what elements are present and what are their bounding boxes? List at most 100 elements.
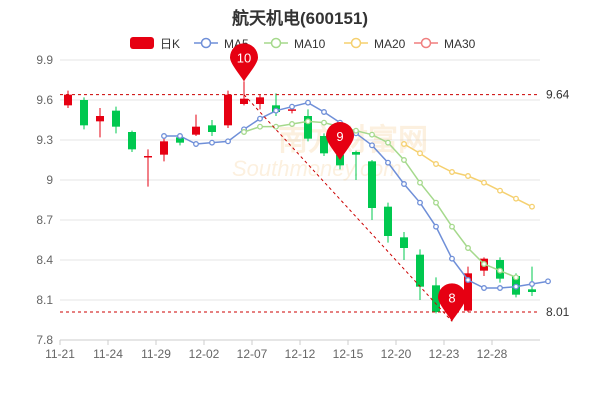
ma5-point [449,255,455,262]
ref-label: 8.01 [546,305,570,319]
candle [208,120,216,136]
ma5-point [385,159,391,166]
ma20-point [481,179,487,186]
chart-legend: 日K MA5 MA10 MA20 MA30 [130,37,476,51]
candle [384,202,392,243]
candle [304,109,312,142]
candle [112,106,120,134]
legend-swatch [130,37,154,49]
ma10-point [353,127,359,134]
candle-body [384,206,392,236]
ma10-point [513,274,519,281]
candle [400,232,408,260]
candle [64,90,72,108]
candle [96,108,104,138]
ref-label: 9.64 [546,88,570,102]
pin-shape [326,122,354,160]
candle-body [144,156,152,158]
candle [352,150,360,180]
ma5-point [193,141,199,147]
candle-body [416,254,424,287]
legend-item: MA20 [344,37,406,51]
ma10-point [481,261,487,267]
pin-marker: 10 [230,43,258,82]
x-tick-label: 12-12 [285,347,316,361]
ma20-point [529,203,535,210]
y-tick-label: 9.3 [36,133,53,147]
candle-body [224,94,232,126]
candle [416,249,424,300]
ma5-point [209,139,215,146]
ma10-point [433,199,439,206]
legend-item: MA30 [414,37,476,51]
y-tick-label: 8.7 [36,213,53,227]
legend-item: MA10 [264,37,326,51]
pin-label: 10 [237,50,251,65]
x-tick-label: 12-07 [237,347,268,361]
ma10-point [241,129,247,135]
ma20-point [401,141,407,147]
candle-body [176,137,184,143]
candle [192,114,200,136]
legend-item: 日K [130,37,180,51]
x-tick-label: 12-02 [189,347,220,361]
ma5-point [513,283,519,290]
chart-title: 航天机电(600151) [231,9,369,28]
legend-swatch-dot [350,37,362,49]
pin-marker: 9 [326,122,354,160]
ma20-point [417,150,423,157]
ma10-point [497,267,503,274]
ma5-point [465,277,471,283]
y-tick-label: 9.9 [36,53,53,67]
ma5-point [177,133,183,139]
pin-marker: 8 [438,283,466,322]
x-tick-label: 12-20 [381,347,412,361]
ma10-point [305,118,311,125]
y-tick-label: 8.1 [36,293,53,307]
ma5-point [257,115,263,122]
ma5-point [481,285,487,291]
ma20-point [449,169,455,175]
legend-label: 日K [160,37,180,51]
candle-body [368,161,376,208]
candle-body [288,109,296,111]
x-tick-label: 12-28 [477,347,508,361]
ma10-point [417,179,423,186]
candle [256,94,264,110]
y-tick-label: 9 [46,173,53,187]
x-tick-label: 12-23 [429,347,460,361]
ma5-point [401,181,407,187]
legend-swatch-dot [200,37,212,49]
candle-body [464,273,472,311]
candle-body [192,126,200,135]
legend-label: MA20 [374,37,406,51]
ma5-point [161,133,167,139]
ma10-point [257,123,263,130]
ma5-point [321,109,327,115]
ma10-point [401,157,407,163]
ma5-point [497,285,503,291]
candle-body [160,141,168,155]
ma20-point [433,161,439,167]
candle-body [528,289,536,292]
ma10-point [321,119,327,126]
candle-body [432,285,440,312]
y-tick-label: 7.8 [36,333,53,347]
ma5-point [417,199,423,206]
ma10-point [465,245,471,251]
pin-shape [230,43,258,82]
candle-body [400,237,408,248]
candle-body [96,116,104,122]
candle-body [320,136,328,154]
candle [224,90,232,128]
pin-label: 8 [448,290,455,305]
candle [368,160,376,220]
ma10-point [385,139,391,146]
candle-body [112,110,120,127]
pin-label: 9 [336,129,343,144]
y-tick-label: 9.6 [36,93,53,107]
candle [464,266,472,312]
y-tick-label: 8.4 [36,253,53,267]
candle-body [80,100,88,126]
